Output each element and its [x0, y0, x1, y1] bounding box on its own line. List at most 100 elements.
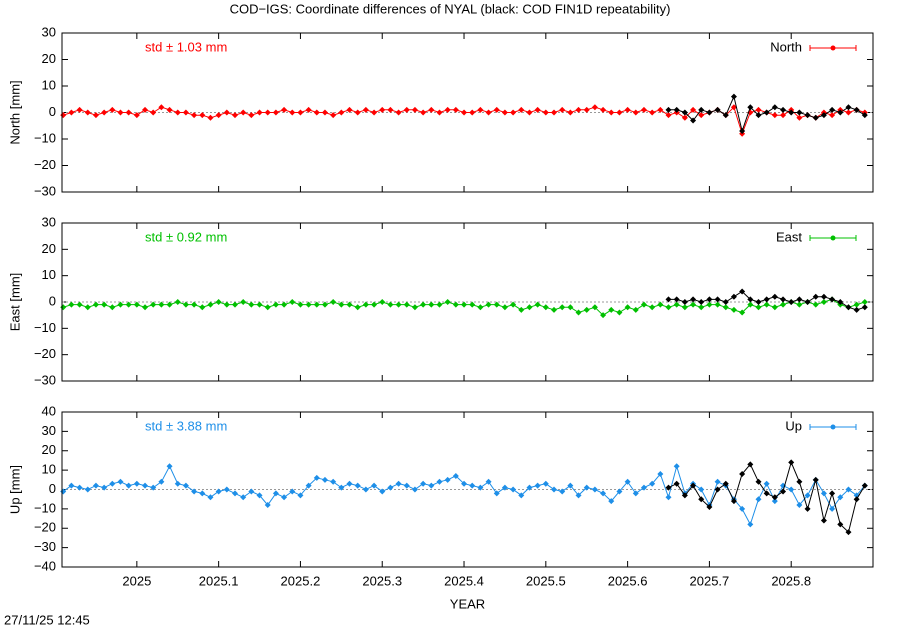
data-point [829, 296, 836, 303]
y-tick-label: −30 [34, 183, 56, 198]
y-tick-label: −10 [34, 320, 56, 335]
data-point [297, 301, 304, 308]
data-point [608, 109, 615, 116]
data-point [493, 106, 500, 113]
data-point [76, 106, 83, 113]
y-axis-label: North [mm] [7, 80, 22, 144]
data-point [240, 494, 247, 501]
data-point [68, 109, 75, 116]
data-point [788, 459, 795, 466]
data-point [240, 109, 247, 116]
data-point [330, 112, 337, 119]
data-point [698, 299, 705, 305]
data-point [714, 478, 721, 485]
data-point [665, 484, 672, 491]
data-point [321, 301, 328, 308]
data-point [845, 104, 852, 111]
y-tick-label: 30 [42, 423, 56, 438]
data-point [690, 296, 697, 303]
data-point [624, 106, 631, 113]
data-point [84, 304, 91, 311]
data-point [804, 112, 811, 119]
data-point [264, 109, 271, 116]
data-point [542, 109, 549, 116]
annotation: std ± 0.92 mm [145, 229, 227, 244]
data-point [739, 309, 746, 316]
data-point [411, 486, 418, 493]
plot-frame [61, 222, 874, 382]
data-point [84, 109, 91, 116]
data-point [379, 299, 386, 305]
data-point [681, 114, 688, 121]
data-point [420, 480, 427, 487]
data-point [567, 304, 574, 311]
data-point [690, 301, 697, 308]
data-point [518, 306, 525, 313]
data-point [313, 474, 320, 481]
data-point [182, 482, 189, 489]
data-point [461, 109, 468, 116]
data-point [698, 304, 705, 311]
data-point [550, 486, 557, 493]
data-point [632, 490, 639, 497]
data-point [191, 112, 198, 119]
data-point [829, 106, 836, 113]
data-point [207, 494, 214, 501]
data-point [640, 106, 647, 113]
data-point [747, 104, 754, 111]
data-point [444, 299, 451, 305]
data-point [747, 296, 754, 303]
y-axis-label: Up [mm] [7, 465, 22, 514]
data-point [747, 461, 754, 468]
data-point [133, 480, 140, 487]
data-point [92, 301, 99, 308]
data-point [133, 112, 140, 119]
data-point [101, 484, 108, 491]
data-point [730, 498, 737, 505]
data-point [272, 109, 279, 116]
data-point [796, 301, 803, 308]
timestamp: 27/11/25 12:45 [4, 612, 90, 627]
y-tick-label: 10 [42, 267, 56, 282]
data-point [739, 128, 746, 135]
annotation: std ± 1.03 mm [145, 39, 227, 54]
data-point [133, 301, 140, 308]
data-point [820, 112, 827, 119]
data-point [354, 304, 361, 311]
x-tick-label: 2025 [122, 573, 151, 588]
y-tick-label: 20 [42, 51, 56, 66]
data-point [681, 492, 688, 499]
data-point [861, 304, 868, 311]
x-tick-label: 2025.3 [362, 573, 402, 588]
data-point [305, 482, 312, 489]
data-point [158, 104, 165, 111]
data-point [436, 301, 443, 308]
data-point [109, 106, 116, 113]
data-point [444, 476, 451, 483]
series-line [668, 460, 866, 534]
data-point [755, 478, 762, 485]
data-point [101, 109, 108, 116]
data-point [182, 301, 189, 308]
data-point [387, 484, 394, 491]
data-point [281, 106, 288, 113]
data-point [395, 301, 402, 308]
data-point [338, 301, 345, 308]
data-point [428, 301, 435, 308]
data-point [542, 480, 549, 487]
data-point [608, 306, 615, 313]
data-point [804, 299, 811, 305]
data-point [567, 482, 574, 489]
data-point [321, 109, 328, 116]
data-point [755, 496, 762, 503]
data-point [706, 109, 713, 116]
data-point [395, 109, 402, 116]
data-point [714, 106, 721, 113]
data-point [804, 492, 811, 499]
data-point [640, 301, 647, 308]
data-point [796, 114, 803, 121]
data-point [690, 482, 697, 489]
data-point [150, 484, 157, 491]
